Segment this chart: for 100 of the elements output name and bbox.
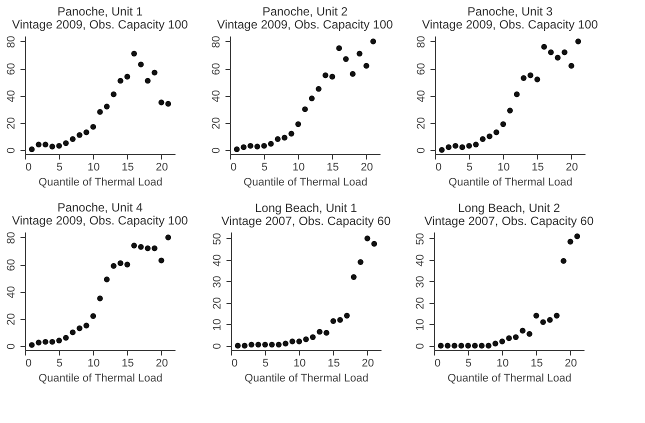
point [493, 129, 500, 136]
point [42, 338, 48, 345]
x-axis-title: Quantile of Thermal Load [448, 372, 572, 384]
x-tick-label: 20 [362, 358, 374, 370]
point [255, 342, 262, 348]
point [541, 44, 548, 50]
x-axis-title: Quantile of Thermal Load [38, 372, 162, 384]
point [499, 338, 506, 344]
chart-title: Long Beach, Unit 2 [458, 201, 560, 215]
x-tick-label: 20 [566, 162, 578, 174]
y-tick-label: 60 [416, 62, 428, 76]
point [308, 95, 315, 102]
point [131, 50, 138, 57]
y-tick-label: 20 [210, 117, 222, 130]
point [520, 75, 527, 81]
chart-subtitle: Vintage 2009, Obs. Capacity 100 [217, 17, 394, 32]
point [158, 100, 164, 106]
point [446, 144, 452, 150]
x-tick-label: 15 [122, 162, 134, 174]
point [554, 312, 560, 319]
point [110, 263, 117, 269]
y-tick-label: 60 [6, 62, 18, 76]
chart-subtitle: Vintage 2009, Obs. Capacity 100 [12, 213, 188, 228]
y-tick-label: 0 [212, 343, 224, 350]
point [336, 45, 342, 52]
y-tick-label: 50 [414, 232, 426, 246]
x-tick-label: 0 [26, 358, 32, 370]
x-tick-label: 20 [156, 162, 168, 174]
point [262, 342, 268, 348]
point [83, 322, 90, 328]
x-tick-label: 10 [294, 358, 306, 370]
point [330, 318, 336, 324]
y-tick-label: 50 [212, 232, 224, 246]
y-tick-label: 40 [416, 90, 428, 102]
chart-title: Panoche, Unit 3 [467, 4, 554, 18]
x-tick-label: 0 [434, 358, 441, 370]
point [104, 104, 110, 110]
y-tick-label: 0 [6, 147, 18, 154]
point [90, 124, 96, 130]
point [356, 50, 362, 57]
point [507, 108, 513, 114]
point [472, 342, 478, 349]
point [268, 140, 274, 147]
point [234, 342, 241, 349]
point [350, 274, 357, 280]
point [486, 342, 492, 349]
point [296, 338, 302, 344]
y-tick-label: 20 [212, 297, 224, 310]
point [358, 259, 364, 265]
y-tick-label: 30 [414, 276, 426, 288]
y-tick-label: 20 [6, 313, 18, 326]
point [546, 317, 553, 323]
x-tick-label: 15 [122, 358, 134, 370]
point [242, 342, 248, 349]
point [288, 130, 294, 137]
point [110, 91, 117, 98]
x-tick-label: 10 [498, 162, 510, 174]
point [36, 340, 42, 346]
chart-subtitle: Vintage 2009, Obs. Capacity 100 [12, 17, 188, 32]
point [70, 136, 76, 142]
chart-title: Long Beach, Unit 1 [254, 201, 358, 215]
point [70, 329, 76, 336]
point [528, 72, 534, 78]
point [526, 331, 532, 337]
chart-title: Panoche, Unit 1 [57, 4, 144, 18]
point [575, 38, 582, 44]
point [56, 142, 62, 149]
point [28, 342, 35, 348]
point [370, 38, 376, 44]
point [548, 49, 554, 56]
point [234, 146, 240, 152]
x-tick-label: 5 [262, 358, 269, 370]
point [492, 340, 498, 346]
y-tick-label: 0 [210, 147, 222, 154]
point [124, 74, 130, 80]
point [350, 71, 356, 77]
point [310, 334, 316, 340]
point [56, 338, 62, 344]
x-tick-label: 10 [292, 162, 305, 174]
point [567, 238, 574, 245]
y-tick-label: 0 [416, 147, 428, 154]
y-tick-label: 40 [6, 286, 18, 298]
point [438, 147, 445, 153]
chart-title: Panoche, Unit 4 [57, 200, 144, 214]
point [42, 142, 48, 148]
x-axis-title: Quantile of Thermal Load [244, 372, 368, 384]
x-tick-label: 0 [230, 162, 237, 174]
point [152, 245, 158, 252]
x-tick-label: 15 [326, 162, 339, 174]
point [458, 342, 464, 349]
point [512, 334, 519, 340]
point [534, 76, 540, 82]
point [248, 142, 254, 149]
point [316, 328, 323, 335]
point [76, 325, 82, 332]
y-tick-label: 40 [6, 90, 18, 102]
x-tick-label: 5 [466, 162, 473, 174]
y-tick-label: 20 [414, 297, 426, 310]
point [520, 328, 526, 334]
chart-subtitle: Vintage 2007, Obs. Capacity 60 [424, 214, 594, 228]
